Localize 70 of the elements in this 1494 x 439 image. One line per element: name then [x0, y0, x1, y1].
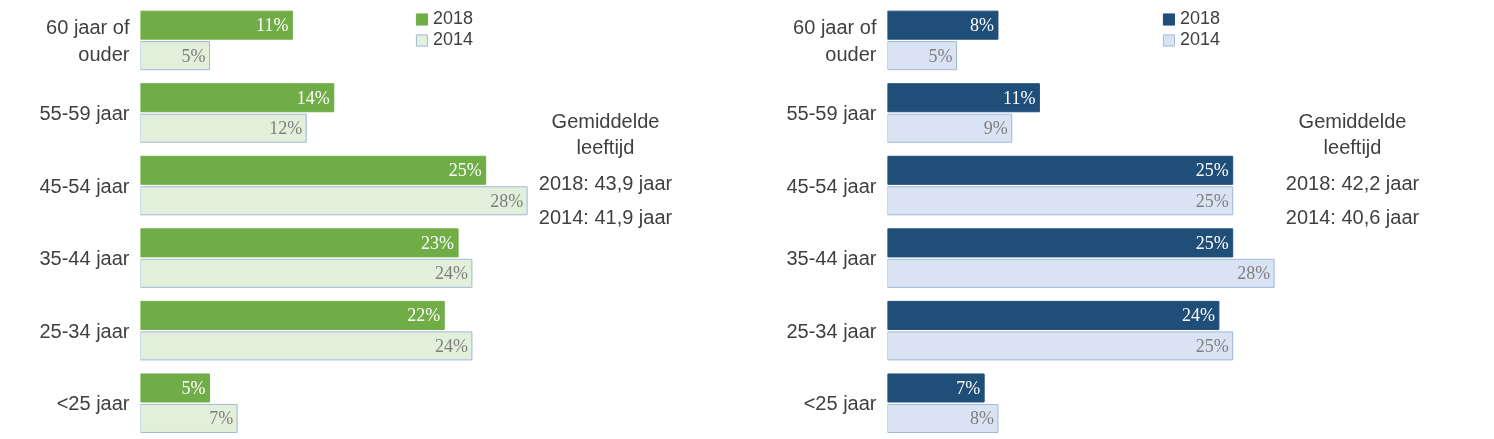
bar	[887, 113, 1013, 143]
bar	[140, 331, 473, 361]
data-label: 24%	[1181, 305, 1215, 326]
bar	[140, 83, 335, 113]
bar	[140, 41, 211, 71]
bar	[887, 10, 999, 40]
data-label: 14%	[296, 87, 330, 108]
data-label: 11%	[256, 15, 289, 36]
y-tick-label: 60 jaar of ouder	[793, 16, 877, 65]
legend-label: 2018	[432, 8, 474, 29]
bar	[887, 186, 1234, 216]
data-label: 25%	[1195, 335, 1229, 356]
data-label: 28%	[1237, 263, 1271, 284]
y-tick-label: 45-54 jaar	[39, 174, 130, 197]
bar	[140, 10, 293, 40]
text: Gemiddelde leeftijd	[551, 109, 660, 158]
bar	[887, 41, 958, 71]
data-label: 25%	[1195, 232, 1229, 253]
text: 2014: 41,9 jaar	[538, 205, 673, 228]
data-label: 11%	[1003, 87, 1036, 108]
bar	[887, 228, 1234, 258]
bar	[887, 83, 1040, 113]
bar	[887, 373, 985, 403]
text: 2018: 42,2 jaar	[1285, 171, 1420, 194]
data-label: 28%	[490, 190, 524, 211]
bar	[887, 155, 1234, 185]
data-label: 24%	[434, 335, 468, 356]
y-tick-label: 45-54 jaar	[786, 174, 877, 197]
bar	[887, 300, 1220, 330]
data-label: 12%	[269, 118, 303, 139]
data-label: 8%	[969, 408, 994, 429]
data-label: 7%	[209, 408, 234, 429]
legend-label: 2014	[1179, 29, 1221, 50]
y-tick-label: 60 jaar of ouder	[46, 16, 130, 65]
legend-label: 2018	[1179, 8, 1221, 29]
y-tick-label: 25-34 jaar	[39, 319, 130, 342]
data-label: 22%	[407, 305, 441, 326]
y-tick-label: 35-44 jaar	[39, 247, 130, 270]
data-label: 25%	[448, 160, 482, 181]
data-label: 23%	[421, 232, 455, 253]
bar	[140, 300, 445, 330]
bar	[140, 155, 487, 185]
y-tick-label: <25 jaar	[803, 392, 877, 415]
y-tick-label: <25 jaar	[56, 392, 130, 415]
data-label: 5%	[181, 377, 206, 398]
data-label: 25%	[1195, 190, 1229, 211]
text: 2018: 43,9 jaar	[538, 171, 673, 194]
bar	[887, 258, 1275, 288]
bar	[140, 228, 459, 258]
bar	[887, 331, 1234, 361]
y-tick-label: 35-44 jaar	[786, 247, 877, 270]
bar	[887, 403, 999, 433]
text: Gemiddelde leeftijd	[1298, 109, 1407, 158]
data-label: 7%	[956, 377, 981, 398]
data-label: 5%	[928, 45, 953, 66]
bar	[140, 186, 528, 216]
bar	[140, 373, 211, 403]
y-tick-label: 55-59 jaar	[39, 101, 130, 124]
data-label: 5%	[181, 45, 206, 66]
bar	[140, 403, 238, 433]
legend-label: 2014	[432, 29, 474, 50]
data-label: 25%	[1195, 160, 1229, 181]
data-label: 9%	[983, 118, 1008, 139]
bar	[140, 258, 473, 288]
data-label: 24%	[434, 263, 468, 284]
data-label: 8%	[969, 15, 994, 36]
y-tick-label: 25-34 jaar	[786, 319, 877, 342]
text: 2014: 40,6 jaar	[1285, 205, 1420, 228]
y-tick-label: 55-59 jaar	[786, 101, 877, 124]
bar	[140, 113, 307, 143]
